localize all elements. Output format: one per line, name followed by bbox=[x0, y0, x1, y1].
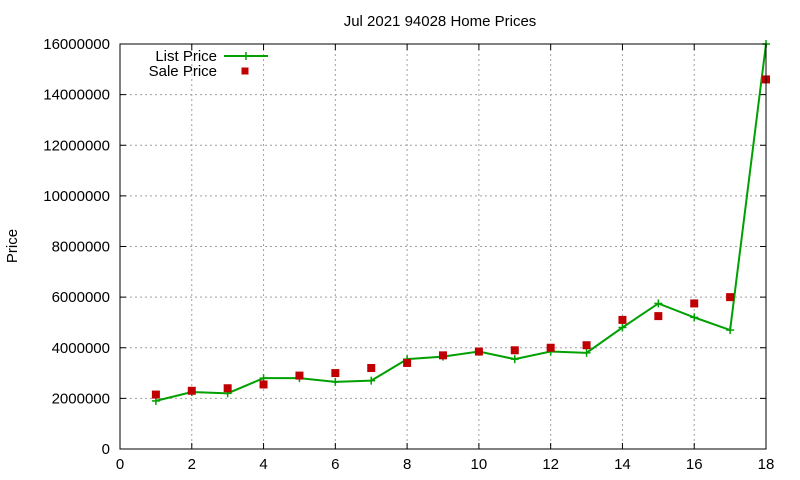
sale-price-point bbox=[439, 351, 447, 360]
y-tick-label: 8000000 bbox=[52, 239, 110, 256]
sale-price-point bbox=[295, 371, 304, 380]
sale-price-point bbox=[474, 347, 483, 356]
y-tick-label: 12000000 bbox=[43, 137, 110, 154]
y-tick-label: 14000000 bbox=[43, 87, 110, 104]
y-tick-label: 0 bbox=[102, 441, 110, 458]
list-price-point bbox=[618, 323, 627, 332]
x-tick-label: 10 bbox=[471, 456, 488, 473]
y-tick-label: 16000000 bbox=[43, 36, 110, 53]
list-price-point bbox=[654, 299, 663, 308]
axis-ticks: 0 2 4 6 8 10 12 14 16 18 0 2000000 4000000 6000000 800… bbox=[43, 36, 774, 473]
legend-marker-sale-price bbox=[241, 67, 249, 75]
sale-price-point bbox=[510, 346, 519, 355]
list-price-line bbox=[155, 43, 767, 402]
x-tick-label: 18 bbox=[758, 456, 775, 473]
list-price-point bbox=[582, 348, 591, 357]
sale-price-point bbox=[403, 358, 412, 367]
chart-title: Jul 2021 94028 Home Prices bbox=[344, 13, 537, 30]
y-tick-label: 10000000 bbox=[43, 188, 110, 205]
sale-price-point bbox=[259, 380, 268, 389]
list-price-point bbox=[726, 326, 735, 335]
legend: List Price Sale Price bbox=[149, 48, 268, 80]
grid-lines bbox=[120, 44, 766, 449]
x-tick-label: 4 bbox=[259, 456, 267, 473]
sale-price-point bbox=[618, 315, 627, 324]
plot-frame bbox=[119, 43, 767, 450]
sale-price-point bbox=[654, 312, 663, 321]
sale-price-point bbox=[582, 341, 591, 350]
y-tick-label: 6000000 bbox=[52, 289, 110, 306]
x-tick-label: 2 bbox=[188, 456, 196, 473]
y-tick-label: 2000000 bbox=[52, 390, 110, 407]
x-tick-label: 16 bbox=[686, 456, 703, 473]
x-tick-label: 0 bbox=[116, 456, 124, 473]
y-tick-label: 4000000 bbox=[52, 340, 110, 357]
y-axis-label: Price bbox=[4, 229, 21, 263]
list-price-point bbox=[331, 377, 340, 386]
x-tick-label: 6 bbox=[331, 456, 339, 473]
sale-price-point bbox=[726, 293, 735, 302]
sale-price-point bbox=[367, 364, 376, 372]
list-price-point bbox=[510, 355, 519, 364]
sale-price-point bbox=[223, 384, 232, 393]
legend-label-list-price: List Price bbox=[155, 48, 217, 65]
x-tick-label: 14 bbox=[614, 456, 631, 473]
legend-marker-list-price bbox=[242, 52, 250, 60]
list-price-point bbox=[690, 313, 699, 322]
legend-label-sale-price: Sale Price bbox=[149, 63, 217, 80]
sale-price-point bbox=[187, 386, 196, 395]
x-tick-label: 8 bbox=[403, 456, 411, 473]
x-tick-label: 12 bbox=[542, 456, 559, 473]
list-price-point bbox=[367, 376, 376, 385]
sale-price-point bbox=[151, 390, 160, 399]
sale-price-point bbox=[331, 369, 340, 378]
sale-price-point bbox=[690, 299, 699, 308]
sale-price-point bbox=[546, 343, 555, 352]
